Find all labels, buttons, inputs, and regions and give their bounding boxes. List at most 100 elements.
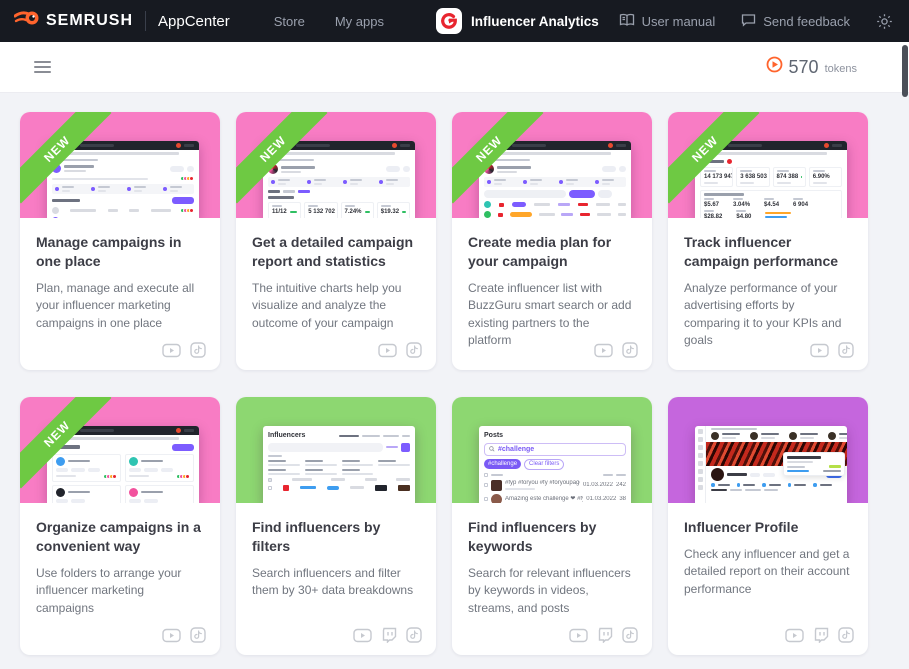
app-name: Influencer Analytics [470,13,599,29]
tiktok-icon [622,627,638,643]
youtube-icon [162,343,181,358]
card-description: Check any influencer and get a detailed … [684,546,850,596]
mini-screenshot [47,426,199,503]
card-thumbnail [668,397,868,503]
user-manual-button[interactable]: User manual [619,13,716,30]
feature-card[interactable]: Influencers Find influencers by filters … [236,397,436,655]
card-title: Track influencer campaign performance [684,234,839,269]
card-body: Create media plan for your campaign Crea… [452,218,652,349]
youtube-icon [353,628,372,643]
card-body: Find influencers by filters Search influ… [236,503,436,600]
platform-icons [810,342,854,358]
youtube-icon [810,343,829,358]
nav-actions: User manual Send feedback [619,13,909,30]
platform-icons [353,627,422,643]
user-manual-label: User manual [641,13,716,29]
card-thumbnail: NEW [452,112,652,218]
buzzguru-app-icon [435,8,462,34]
platform-icons [785,627,854,643]
tiktok-icon [622,342,638,358]
card-body: Manage campaigns in one place Plan, mana… [20,218,220,332]
tiktok-icon [406,342,422,358]
book-icon [619,13,635,30]
send-feedback-label: Send feedback [763,13,850,29]
card-title: Find influencers by keywords [468,519,597,554]
card-title: Organize campaigns in a convenient way [36,519,201,554]
card-thumbnail: NEW 14 173 947 3 638 503 874 388 6.90% $5.6… [668,112,868,218]
tiktok-icon [838,627,854,643]
card-title: Get a detailed campaign report and stati… [252,234,414,269]
nav-link-store[interactable]: Store [273,13,305,29]
card-body: Influencer Profile Check any influencer … [668,503,868,598]
tokens-value: 570 [788,56,819,77]
feature-card[interactable]: Posts #challenge #challenge Clear filters… [452,397,652,655]
card-title: Create media plan for your campaign [468,234,612,269]
twitch-icon [597,627,613,643]
nav-links: Store My apps [274,14,384,29]
card-body: Find influencers by keywords Search for … [452,503,652,617]
feature-card-grid: NEW Manage campaigns in one place Plan, … [0,92,909,655]
card-thumbnail: Posts #challenge #challenge Clear filters… [452,397,652,503]
feature-card[interactable]: NEW Create media plan for your campaign … [452,112,652,370]
platform-icons [162,627,206,643]
twitch-icon [813,627,829,643]
brand-name: SEMRUSH [46,12,134,29]
top-navbar: SEMRUSH AppCenter Store My apps Influenc… [0,0,909,42]
platform-icons [594,342,638,358]
platform-icons [569,627,638,643]
card-description: Use folders to arrange your influencer m… [36,565,182,615]
semrush-flame-icon [13,10,40,33]
twitch-icon [381,627,397,643]
nav-divider [145,11,147,31]
card-title: Manage campaigns in one place [36,234,182,269]
youtube-icon [785,628,804,643]
nav-link-my-apps[interactable]: My apps [334,13,384,29]
card-thumbnail: NEW [20,112,220,218]
mini-screenshot: Posts #challenge #challenge Clear filters… [479,426,631,503]
mini-screenshot: 14 173 947 3 638 503 874 388 6.90% $5.67 3.0… [695,141,847,218]
card-description: Create influencer list with BuzzGuru sma… [468,280,632,347]
semrush-logo[interactable]: SEMRUSH [13,10,134,33]
card-body: Track influencer campaign performance An… [668,218,868,349]
card-description: The intuitive charts help you visualize … [252,280,402,330]
card-description: Search influencers and filter them by 30… [252,565,414,598]
tiktok-icon [838,342,854,358]
hamburger-menu-button[interactable] [30,57,55,77]
suite-name[interactable]: AppCenter [158,12,230,30]
mini-screenshot: 11/12 5 132 702 7.24% $19.32 [263,141,415,218]
feature-card[interactable]: NEW Organize campaigns in a convenient w… [20,397,220,655]
feature-card[interactable]: Influencer Profile Check any influencer … [668,397,868,655]
tiktok-icon [190,627,206,643]
card-body: Organize campaigns in a convenient way U… [20,503,220,617]
chat-bubble-icon [741,13,756,30]
card-thumbnail: Influencers [236,397,436,503]
token-balance[interactable]: 570 tokens [766,56,857,78]
sub-toolbar: 570 tokens [0,42,909,93]
current-app-tab[interactable]: Influencer Analytics [435,8,599,34]
platform-icons [162,342,206,358]
youtube-icon [569,628,588,643]
token-icon [766,56,783,78]
settings-gear-icon[interactable] [876,13,893,30]
platform-icons [378,342,422,358]
youtube-icon [378,343,397,358]
feature-card[interactable]: NEW Manage campaigns in one place Plan, … [20,112,220,370]
card-description: Plan, manage and execute all your influe… [36,280,195,330]
youtube-icon [162,628,181,643]
tiktok-icon [406,627,422,643]
brand-area: SEMRUSH AppCenter [0,10,230,33]
mini-screenshot [479,141,631,218]
card-description: Search for relevant influencers by keywo… [468,565,631,615]
tiktok-icon [190,342,206,358]
tokens-unit: tokens [824,62,857,75]
youtube-icon [594,343,613,358]
mini-screenshot [47,141,199,218]
feature-card[interactable]: NEW 14 173 947 3 638 503 874 388 6.90% $5.6… [668,112,868,370]
send-feedback-button[interactable]: Send feedback [741,13,850,30]
content-area: NEW Manage campaigns in one place Plan, … [0,92,909,669]
scrollbar-thumb[interactable] [902,45,908,97]
feature-card[interactable]: NEW 11/12 5 132 702 7.24% $19.32 Get a deta… [236,112,436,370]
card-thumbnail: NEW [20,397,220,503]
card-title: Influencer Profile [684,519,799,535]
